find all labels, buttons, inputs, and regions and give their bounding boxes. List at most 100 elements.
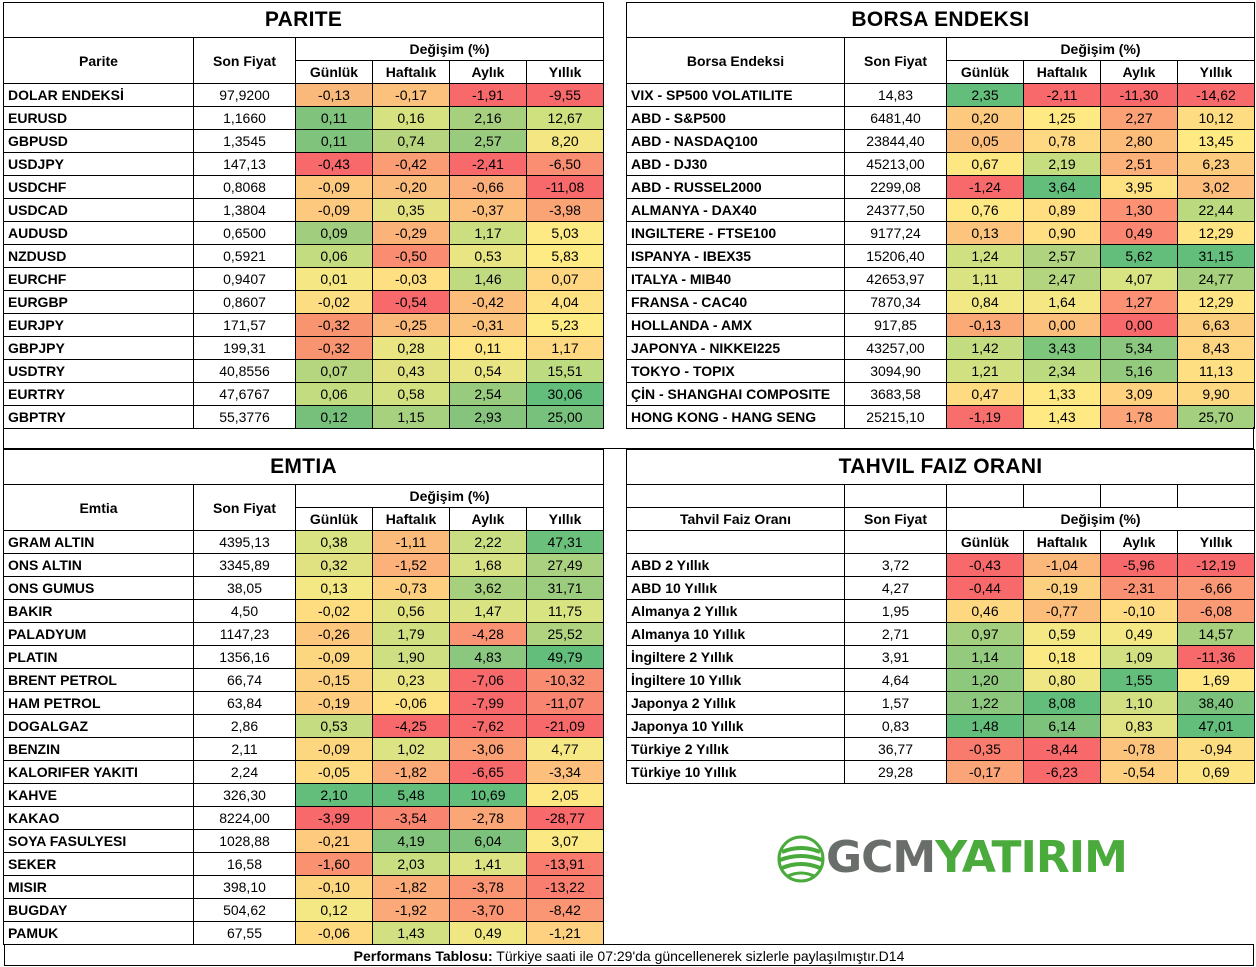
row-name: ABD 2 Yıllık [626, 553, 845, 577]
change-cell: 5,83 [525, 244, 605, 268]
row-name: EURCHF [3, 267, 194, 291]
change-cell: 0,74 [372, 129, 450, 153]
change-cell: -7,06 [449, 668, 527, 692]
change-cell: 1,42 [946, 336, 1024, 360]
change-cell: 13,45 [1177, 129, 1255, 153]
row-price: 24377,50 [844, 198, 947, 222]
row-name: BRENT PETROL [3, 668, 194, 692]
row-price: 1147,23 [193, 622, 296, 646]
change-cell: -0,10 [295, 875, 373, 899]
row-name: BENZIN [3, 737, 194, 761]
change-cell: -3,54 [372, 806, 450, 830]
change-cell: -0,37 [449, 198, 527, 222]
parite-period-0: Günlük [295, 60, 373, 84]
table-row: HOLLANDA - AMX 917,85 -0,13 0,00 0,00 6,63 [626, 313, 1255, 337]
change-cell: 5,03 [525, 221, 605, 245]
change-cell: 2,51 [1100, 152, 1178, 176]
change-cell: 2,54 [449, 382, 527, 406]
row-name: HAM PETROL [3, 691, 194, 715]
change-cell: 1,41 [449, 852, 527, 876]
change-cell: 1,11 [946, 267, 1024, 291]
change-cell: -9,55 [525, 83, 605, 107]
change-cell: 3,07 [525, 829, 605, 853]
change-cell: 3,02 [1177, 175, 1255, 199]
change-cell: -0,44 [946, 576, 1024, 600]
row-price: 36,77 [844, 737, 947, 761]
change-cell: 1,30 [1100, 198, 1178, 222]
change-cell: -0,02 [295, 290, 373, 314]
change-cell: 3,09 [1100, 382, 1178, 406]
change-cell: 1,46 [449, 267, 527, 291]
table-row: INGILTERE - FTSE100 9177,24 0,13 0,90 0,49 12… [626, 221, 1255, 245]
row-price: 199,31 [193, 336, 296, 360]
change-cell: 25,70 [1177, 405, 1255, 429]
row-name: HONG KONG - HANG SENG [626, 405, 845, 429]
tahvil-col-price: Son Fiyat [844, 507, 947, 531]
table-row: ABD 10 Yıllık 4,27 -0,44 -0,19 -2,31 -6,66 [626, 576, 1256, 600]
change-cell: 15,51 [525, 359, 605, 383]
borsa-period-3: Yıllık [1177, 60, 1255, 84]
change-cell: 2,22 [449, 530, 527, 554]
logo-text: GCMYATIRIM [826, 832, 1128, 883]
row-price: 1,1660 [193, 106, 296, 130]
tahvil-period-2: Aylık [1100, 530, 1178, 554]
change-cell: -0,06 [295, 921, 373, 945]
row-price: 9177,24 [844, 221, 947, 245]
tahvil-col-name: Tahvil Faiz Oranı [626, 507, 845, 531]
change-cell: 0,07 [295, 359, 373, 383]
table-row: HONG KONG - HANG SENG 25215,10 -1,19 1,43 1,… [626, 405, 1255, 429]
row-price: 1028,88 [193, 829, 296, 853]
change-cell: -13,91 [525, 852, 605, 876]
row-price: 147,13 [193, 152, 296, 176]
change-cell: 0,13 [946, 221, 1024, 245]
row-name: KAHVE [3, 783, 194, 807]
table-row: FRANSA - CAC40 7870,34 0,84 1,64 1,27 12,29 [626, 290, 1255, 314]
change-cell: 1,15 [372, 405, 450, 429]
row-name: KAKAO [3, 806, 194, 830]
change-cell: -0,78 [1100, 737, 1178, 761]
table-row: BENZIN 2,11 -0,09 1,02 -3,06 4,77 [3, 737, 605, 761]
change-cell: 0,49 [1100, 622, 1178, 646]
row-name: MISIR [3, 875, 194, 899]
change-cell: 2,35 [946, 83, 1024, 107]
row-price: 6481,40 [844, 106, 947, 130]
change-cell: 2,27 [1100, 106, 1178, 130]
row-name: BAKIR [3, 599, 194, 623]
row-price: 43257,00 [844, 336, 947, 360]
change-cell: -8,42 [525, 898, 605, 922]
change-cell: 0,89 [1023, 198, 1101, 222]
row-price: 1,3545 [193, 129, 296, 153]
change-cell: 31,71 [525, 576, 605, 600]
table-row: SOYA FASULYESI 1028,88 -0,21 4,19 6,04 3,07 [3, 829, 605, 853]
row-price: 171,57 [193, 313, 296, 337]
change-cell: -1,91 [449, 83, 527, 107]
row-price: 55,3776 [193, 405, 296, 429]
change-cell: 1,27 [1100, 290, 1178, 314]
change-cell: 31,15 [1177, 244, 1255, 268]
change-cell: -0,35 [946, 737, 1024, 761]
change-cell: -1,82 [372, 760, 450, 784]
change-cell: 0,78 [1023, 129, 1101, 153]
table-row: ABD - NASDAQ100 23844,40 0,05 0,78 2,80 13,45 [626, 129, 1255, 153]
change-cell: 4,77 [525, 737, 605, 761]
table-row: ITALYA - MIB40 42653,97 1,11 2,47 4,07 24,77 [626, 267, 1255, 291]
row-name: EURTRY [3, 382, 194, 406]
change-cell: -3,78 [449, 875, 527, 899]
row-name: İngiltere 2 Yıllık [626, 645, 845, 669]
row-price: 2299,08 [844, 175, 947, 199]
change-cell: -1,24 [946, 175, 1024, 199]
change-cell: -4,25 [372, 714, 450, 738]
change-cell: 1,55 [1100, 668, 1178, 692]
table-row: VIX - SP500 VOLATILITE 14,83 2,35 -2,11 -11,… [626, 83, 1255, 107]
change-cell: 0,43 [372, 359, 450, 383]
table-row: EURGBP 0,8607 -0,02 -0,54 -0,42 4,04 [3, 290, 605, 314]
change-cell: -2,78 [449, 806, 527, 830]
emtia-table: EMTIA Emtia Son Fiyat Değişim (%) Günlük… [2, 449, 605, 945]
table-row: ABD - RUSSEL2000 2299,08 -1,24 3,64 3,95 3,02 [626, 175, 1255, 199]
row-name: Almanya 10 Yıllık [626, 622, 845, 646]
row-price: 326,30 [193, 783, 296, 807]
change-cell: 11,75 [525, 599, 605, 623]
row-name: PLATIN [3, 645, 194, 669]
change-cell: 0,83 [1100, 714, 1178, 738]
row-name: USDCAD [3, 198, 194, 222]
